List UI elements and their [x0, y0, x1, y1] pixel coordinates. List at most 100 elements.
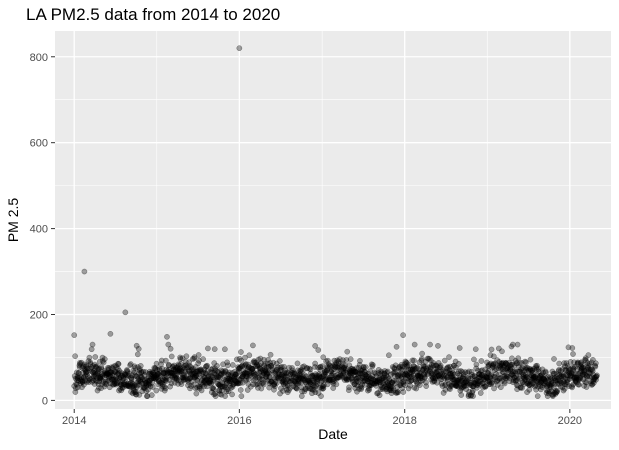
data-point	[119, 372, 126, 379]
data-point	[260, 372, 266, 378]
data-point	[225, 372, 232, 378]
data-point	[507, 362, 513, 369]
data-point	[301, 377, 308, 384]
data-point	[584, 374, 590, 381]
data-point	[389, 379, 396, 385]
data-point	[345, 376, 352, 383]
data-point	[212, 393, 219, 399]
data-point	[481, 383, 488, 390]
data-point	[359, 378, 366, 384]
data-point	[236, 365, 243, 371]
data-point	[448, 370, 454, 377]
data-point	[202, 370, 209, 376]
data-point	[501, 362, 507, 369]
data-point	[390, 387, 397, 394]
data-point	[523, 366, 530, 373]
data-point	[95, 368, 102, 375]
data-point	[540, 380, 547, 387]
data-point	[580, 376, 587, 383]
data-point	[158, 385, 165, 392]
data-point	[229, 370, 236, 376]
data-point	[190, 368, 197, 375]
data-point	[527, 366, 534, 372]
data-point	[298, 379, 304, 386]
data-point	[502, 359, 509, 366]
data-point	[210, 385, 216, 391]
data-point	[204, 368, 211, 374]
data-point	[208, 374, 215, 381]
data-point	[111, 378, 118, 384]
data-point	[80, 363, 87, 370]
data-point	[238, 363, 245, 370]
data-point	[186, 375, 193, 382]
data-point	[428, 376, 435, 383]
data-point	[85, 365, 91, 372]
data-point	[521, 372, 527, 378]
data-point	[200, 379, 207, 386]
data-point	[146, 382, 152, 388]
data-point	[445, 364, 451, 370]
data-point	[105, 364, 111, 371]
data-point	[478, 376, 485, 383]
data-point	[355, 371, 361, 377]
data-point	[293, 374, 299, 381]
data-point	[322, 377, 328, 383]
data-point	[563, 372, 570, 378]
data-point	[114, 380, 121, 386]
data-point	[516, 374, 523, 380]
data-point	[417, 382, 423, 388]
data-point	[160, 381, 166, 388]
data-point	[440, 368, 447, 375]
data-point	[467, 381, 473, 388]
data-point	[272, 370, 278, 376]
data-point	[552, 375, 558, 382]
data-point	[228, 385, 234, 391]
data-point	[509, 341, 516, 348]
data-point	[295, 376, 301, 383]
data-point	[487, 352, 494, 358]
data-point	[527, 381, 533, 387]
data-point	[379, 375, 386, 381]
data-point	[492, 374, 499, 381]
data-point	[72, 385, 79, 392]
data-point	[423, 379, 429, 386]
data-point	[549, 368, 556, 375]
data-point	[544, 382, 551, 389]
data-point	[560, 373, 567, 379]
data-point	[134, 373, 140, 380]
data-point	[244, 373, 250, 380]
data-point	[553, 377, 559, 384]
data-point	[487, 381, 494, 387]
data-point	[124, 368, 131, 374]
data-point	[401, 372, 408, 378]
data-point	[416, 374, 422, 380]
data-point	[329, 367, 335, 373]
data-point	[263, 364, 270, 371]
data-point	[109, 370, 116, 376]
data-point	[220, 371, 227, 377]
data-point	[146, 368, 153, 375]
data-point	[521, 381, 527, 387]
data-point	[350, 367, 357, 373]
data-point	[319, 385, 326, 392]
data-point	[554, 381, 561, 387]
data-point	[483, 375, 490, 381]
data-point	[291, 373, 297, 380]
data-point	[247, 371, 254, 378]
data-point	[240, 371, 247, 378]
data-point	[309, 373, 316, 379]
data-point	[151, 364, 158, 371]
data-point	[567, 372, 573, 379]
data-point	[172, 368, 178, 375]
data-point	[182, 358, 189, 365]
data-point	[349, 375, 355, 381]
data-point	[171, 379, 178, 386]
data-point	[262, 368, 268, 375]
data-point	[468, 392, 474, 399]
data-point	[227, 378, 233, 385]
data-point	[191, 373, 198, 380]
data-point	[116, 368, 123, 374]
data-point	[210, 374, 217, 381]
data-point	[224, 362, 231, 369]
data-point	[314, 378, 320, 384]
